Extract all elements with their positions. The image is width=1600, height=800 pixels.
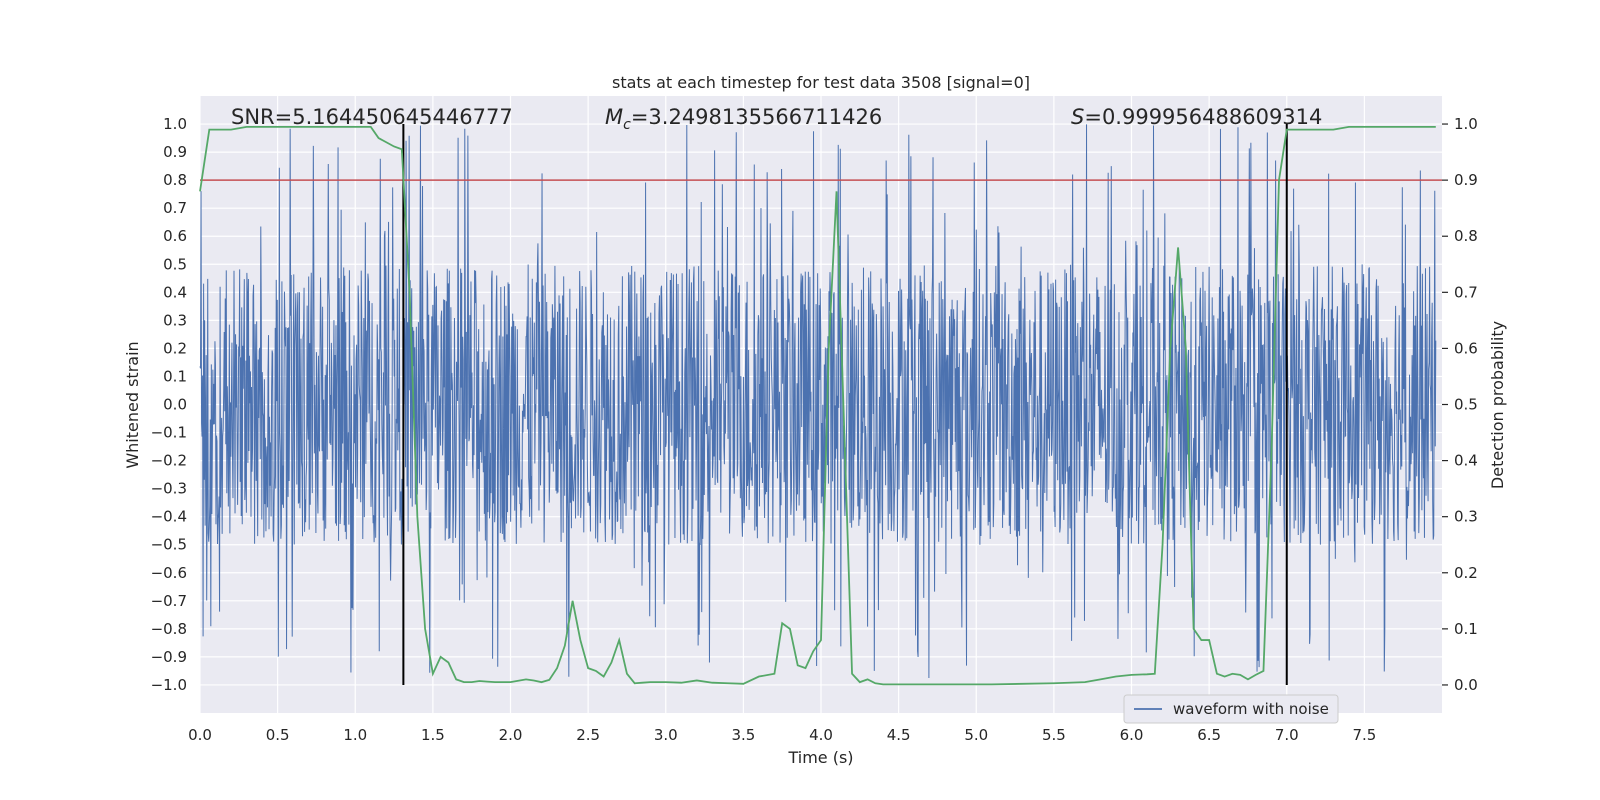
- x-tick-label: 3.0: [654, 726, 678, 744]
- x-tick-label: 1.0: [343, 726, 367, 744]
- detection-probability-line: [199, 125, 1436, 686]
- legend-box: [1123, 694, 1339, 724]
- left-y-tick-label: 0.5: [163, 255, 187, 273]
- x-tick-label: 4.5: [887, 726, 911, 744]
- x-tick-label: 6.0: [1120, 726, 1144, 744]
- right-y-axis-ticks: 1.0 0.9 0.8 0.7 0.6 0.5 0.4 0.3 0.2 0.1 0.0: [1442, 115, 1478, 694]
- right-y-tick-label: 0.9: [1454, 171, 1478, 189]
- snr-annotation: SNR=5.164450645446777: [231, 105, 513, 129]
- x-tick-label: 0.0: [188, 726, 212, 744]
- left-y-axis-ticks: 1.0 0.9 0.8 0.7 0.6 0.5 0.4 0.3 0.2 0.1 0.0 −0.1 −0.…: [151, 115, 187, 694]
- x-tick-label: 5.5: [1042, 726, 1066, 744]
- left-y-tick-label: 0.3: [163, 311, 187, 329]
- left-y-tick-label: −1.0: [151, 676, 187, 694]
- left-y-tick-label: 0.7: [163, 199, 187, 217]
- left-y-tick-label: −0.2: [151, 452, 187, 470]
- x-tick-label: 1.5: [421, 726, 445, 744]
- right-y-tick-label: 0.2: [1454, 564, 1478, 582]
- x-axis-ticks: 0.0 0.5 1.0 1.5 2.0 2.5 3.0 3.5 4.0 4.5 5.0 5.5 6.0 6…: [188, 726, 1376, 744]
- x-tick-label: 4.0: [809, 726, 833, 744]
- x-tick-label: 2.0: [499, 726, 523, 744]
- probability-series: [199, 125, 1436, 686]
- right-y-tick-label: 0.4: [1454, 452, 1478, 470]
- right-y-tick-label: 1.0: [1454, 115, 1478, 133]
- left-y-tick-label: −0.5: [151, 536, 187, 554]
- left-y-tick-label: 0.0: [163, 396, 187, 414]
- x-tick-label: 6.5: [1197, 726, 1221, 744]
- left-y-tick-label: −0.8: [151, 620, 187, 638]
- left-y-axis-label: Whitened strain: [123, 341, 142, 468]
- x-tick-label: 2.5: [576, 726, 600, 744]
- right-y-tick-label: 0.3: [1454, 508, 1478, 526]
- x-tick-label: 7.0: [1275, 726, 1299, 744]
- s-annotation: S=0.999956488609314: [1071, 105, 1322, 129]
- x-tick-label: 5.0: [964, 726, 988, 744]
- chart-title: stats at each timestep for test data 350…: [612, 73, 1030, 92]
- left-y-tick-label: 0.9: [163, 143, 187, 161]
- x-axis-label: Time (s): [787, 748, 853, 767]
- x-tick-label: 3.5: [731, 726, 755, 744]
- mc-value: =3.2498135566711426: [631, 105, 882, 129]
- right-y-tick-label: 0.5: [1454, 396, 1478, 414]
- x-tick-label: 0.5: [266, 726, 290, 744]
- left-y-tick-label: 0.1: [163, 367, 187, 385]
- mc-symbol: M: [605, 105, 623, 129]
- left-y-tick-label: −0.4: [151, 508, 187, 526]
- left-y-tick-label: −0.3: [151, 480, 187, 498]
- mc-annotation: Mc=3.2498135566711426: [605, 105, 882, 133]
- left-y-tick-label: 1.0: [163, 115, 187, 133]
- waveform-with-noise-line: [199, 124, 1437, 678]
- right-y-axis-label: Detection probability: [1488, 321, 1507, 489]
- left-y-tick-label: 0.8: [163, 171, 187, 189]
- left-y-tick-label: 0.2: [163, 339, 187, 357]
- left-y-tick-label: 0.6: [163, 227, 187, 245]
- right-y-tick-label: 0.7: [1454, 283, 1478, 301]
- vertical-markers: [402, 124, 1288, 685]
- mc-subscript: c: [623, 117, 631, 133]
- right-y-tick-label: 0.0: [1454, 676, 1478, 694]
- s-symbol: S: [1071, 105, 1084, 129]
- left-y-tick-label: 0.4: [163, 283, 187, 301]
- left-y-tick-label: −0.9: [151, 648, 187, 666]
- s-value: =0.999956488609314: [1084, 105, 1322, 129]
- legend-label: waveform with noise: [1173, 700, 1329, 718]
- noise-series: [199, 124, 1437, 678]
- right-y-tick-label: 0.1: [1454, 620, 1478, 638]
- left-y-tick-label: −0.7: [151, 592, 187, 610]
- legend: waveform with noise: [1123, 694, 1339, 724]
- right-y-tick-label: 0.8: [1454, 227, 1478, 245]
- left-y-tick-label: −0.6: [151, 564, 187, 582]
- left-y-tick-label: −0.1: [151, 424, 187, 442]
- x-tick-label: 7.5: [1352, 726, 1376, 744]
- right-y-tick-label: 0.6: [1454, 339, 1478, 357]
